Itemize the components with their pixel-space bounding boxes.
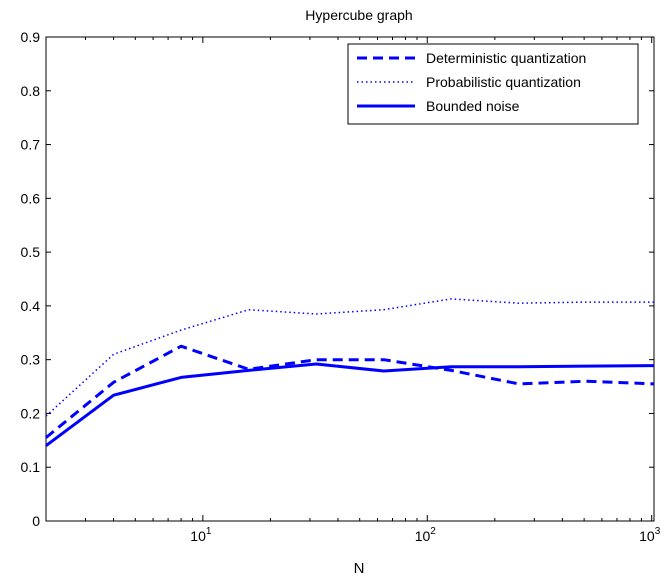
legend: Deterministic quantization Probabilistic …: [347, 43, 639, 125]
y-axis: 0 0.1 0.2 0.3 0.4 0.5 0.6 0.7 0.8 0.9: [21, 29, 654, 529]
series-line-2: [45, 298, 654, 417]
chart-title: Hypercube graph: [305, 7, 412, 23]
y-tick-label: 0.2: [21, 405, 41, 421]
y-tick-label: 0: [32, 513, 40, 529]
y-tick-label: 0.4: [21, 298, 41, 314]
y-tick-label: 0.1: [21, 459, 41, 475]
x-tick-label: 103: [639, 526, 661, 544]
y-tick-label: 0.7: [21, 137, 41, 153]
y-tick-label: 0.3: [21, 352, 41, 368]
x-tick-label: 102: [415, 526, 437, 544]
y-tick-label: 0.5: [21, 244, 41, 260]
y-tick-label: 0.6: [21, 190, 41, 206]
x-axis-label: N: [354, 560, 365, 577]
series-line-1: [45, 344, 655, 439]
legend-label-3: Bounded noise: [426, 98, 520, 114]
y-tick-label: 0.8: [21, 83, 41, 99]
y-tick-label: 0.9: [21, 29, 41, 45]
series-line-3: [45, 362, 655, 447]
x-tick-label: 101: [190, 526, 212, 544]
series-layer: [45, 298, 655, 447]
plot-frame: [45, 36, 655, 522]
legend-label-1: Deterministic quantization: [426, 50, 586, 66]
x-axis: 101 102 103: [45, 37, 661, 544]
legend-label-2: Probabilistic quantization: [426, 74, 581, 90]
